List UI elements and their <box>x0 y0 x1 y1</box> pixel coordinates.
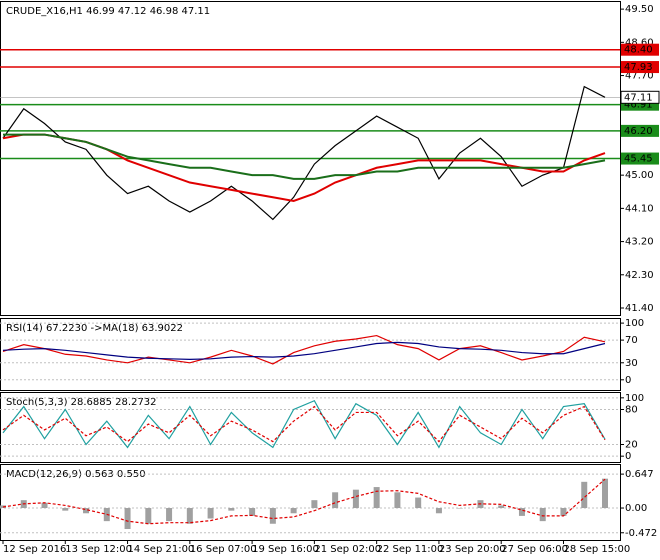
level-label: 45.45 <box>624 154 653 165</box>
level-tag <box>621 124 659 137</box>
y-tick-label: 0.647 <box>625 469 654 480</box>
histogram-bar <box>435 508 442 514</box>
histogram-bar <box>269 508 276 524</box>
y-tick-label: 41.40 <box>625 303 654 314</box>
x-tick-label: 28 Sep 15:00 <box>563 544 630 555</box>
level-label: 46.20 <box>624 126 653 137</box>
series-line <box>2 478 606 525</box>
histogram-bar <box>394 492 401 509</box>
histogram-bar <box>41 502 48 509</box>
histogram-bar <box>83 508 90 514</box>
y-tick-label: 49.50 <box>625 4 654 15</box>
histogram-bar <box>249 508 256 516</box>
level-tag <box>621 152 659 165</box>
level-tag <box>621 61 659 74</box>
histogram-bar <box>207 508 214 519</box>
chart-title: CRUDE_X16,H1 46.99 47.12 46.98 47.11 <box>6 6 210 17</box>
indicator-title: Stoch(5,3,3) 28.6885 28.2732 <box>6 397 157 408</box>
panel-frame <box>0 464 621 541</box>
series-line <box>2 399 606 449</box>
x-tick-label: 19 Sep 16:00 <box>252 544 319 555</box>
y-tick-label: -0.472 <box>625 528 657 539</box>
x-tick-label: 16 Sep 07:00 <box>190 544 257 555</box>
y-tick-label: 70 <box>625 335 638 346</box>
histogram-bar <box>186 508 193 524</box>
x-tick-label: 23 Sep 20:00 <box>439 544 506 555</box>
level-label: 46.91 <box>624 100 653 111</box>
histogram-bar <box>311 500 318 509</box>
x-tick-label: 14 Sep 21:00 <box>128 544 195 555</box>
histogram-bar <box>560 508 567 516</box>
x-tick-label: 12 Sep 2016 <box>3 544 66 555</box>
y-tick-label: 80 <box>625 405 638 416</box>
series-line <box>2 341 606 360</box>
y-tick-label: 48.60 <box>625 37 654 48</box>
x-tick-label: 27 Sep 06:00 <box>501 544 568 555</box>
series-line <box>3 133 606 180</box>
indicator-title: RSI(14) 67.2230 ->MA(18) 63.9022 <box>6 323 183 334</box>
y-tick-label: 45.00 <box>625 170 654 181</box>
y-tick-label: 100 <box>625 393 644 404</box>
y-tick-label: 20 <box>625 440 638 451</box>
histogram-bar <box>228 508 235 511</box>
histogram-bar <box>290 508 297 514</box>
y-tick-label: 0 <box>625 375 631 386</box>
panel-frame <box>0 392 621 463</box>
series-line <box>2 334 606 365</box>
histogram-bar <box>352 489 359 509</box>
y-tick-label: 44.10 <box>625 203 654 214</box>
y-tick-label: 42.30 <box>625 270 654 281</box>
histogram-bar <box>498 505 505 509</box>
histogram-bar <box>539 508 546 522</box>
level-label: 48.40 <box>624 45 653 56</box>
y-tick-label: 0.00 <box>625 503 647 514</box>
histogram-bar <box>415 497 422 509</box>
x-tick-label: 21 Sep 02:00 <box>314 544 381 555</box>
histogram-bar <box>332 492 339 509</box>
y-tick-label: 30 <box>625 358 638 369</box>
histogram-bar <box>124 508 131 529</box>
y-tick-label: 0 <box>625 451 631 462</box>
histogram-bar <box>581 481 588 509</box>
histogram-bar <box>456 508 463 509</box>
y-tick-label: 100 <box>625 318 644 329</box>
histogram-bar <box>518 508 525 516</box>
x-tick-label: 22 Sep 11:00 <box>377 544 444 555</box>
histogram-bar <box>145 508 152 524</box>
x-tick-label: 13 Sep 12:00 <box>65 544 132 555</box>
level-tag <box>621 43 659 56</box>
series-line <box>2 405 606 443</box>
level-label: 47.93 <box>624 62 653 73</box>
last-price-label: 47.11 <box>624 92 653 103</box>
y-tick-label: 47.70 <box>625 71 654 82</box>
histogram-bar <box>373 487 380 509</box>
last-price-tag <box>620 90 660 104</box>
histogram-bar <box>62 508 69 511</box>
series-line <box>2 85 606 221</box>
y-tick-label: 43.20 <box>625 237 654 248</box>
histogram-bar <box>602 478 608 509</box>
histogram-bar <box>166 508 173 522</box>
indicator-title: MACD(12,26,9) 0.563 0.550 <box>6 469 146 480</box>
